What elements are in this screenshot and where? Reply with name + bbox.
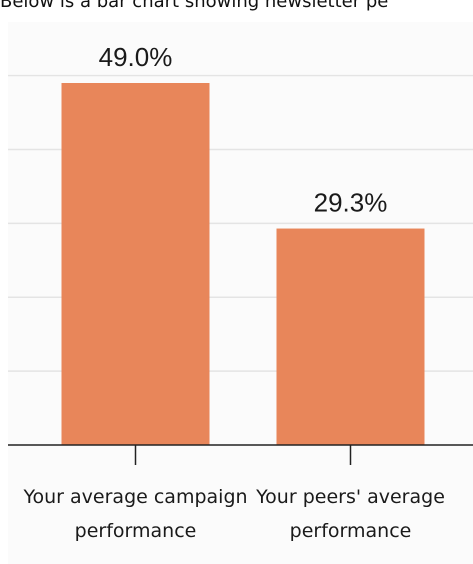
- value-labels: 49.0% 29.3%: [99, 42, 388, 218]
- bar: [61, 83, 210, 445]
- x-tick-label-line: Your average campaign: [22, 486, 247, 508]
- x-tick-label: Your peers' average performance: [255, 486, 445, 542]
- x-tick-label-line: performance: [290, 520, 412, 542]
- data-label: 29.3%: [314, 188, 388, 218]
- x-tick-label: Your average campaign performance: [22, 486, 247, 542]
- x-axis-ticks: [134, 445, 352, 465]
- data-label: 49.0%: [99, 42, 173, 72]
- x-tick-label-line: Your peers' average: [255, 486, 445, 508]
- chart-caption: Below is a bar chart showing newsletter …: [0, 0, 389, 12]
- bars: [61, 83, 425, 445]
- bar: [276, 228, 425, 445]
- x-tick-label-line: performance: [75, 520, 197, 542]
